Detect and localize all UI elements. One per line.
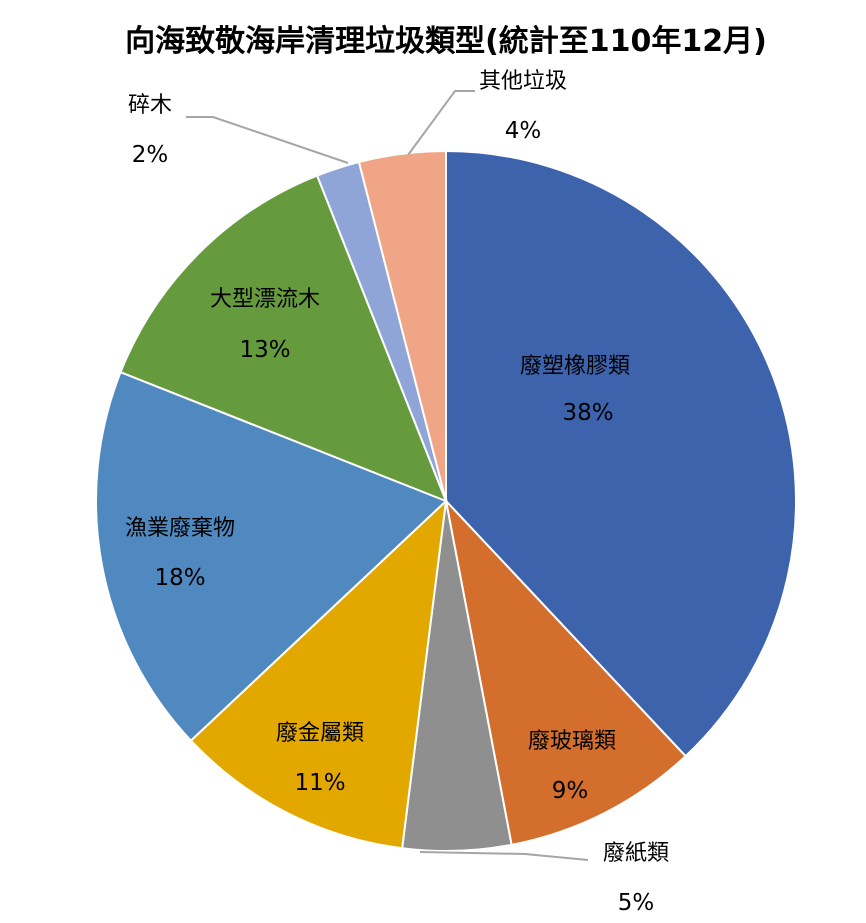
slice-label-7: 碎木 bbox=[128, 93, 172, 118]
slice-percent-6: 13% bbox=[239, 337, 290, 363]
slice-label-1: 廢塑橡膠類 bbox=[520, 354, 630, 379]
slice-label-4: 廢金屬類 bbox=[276, 721, 364, 746]
chart-title: 向海致敬海岸清理垃圾類型(統計至110年12月) bbox=[125, 24, 767, 59]
slice-percent-2: 9% bbox=[552, 778, 589, 804]
pie-slice-1 bbox=[445, 149, 797, 758]
slice-label-6: 大型漂流木 bbox=[210, 287, 320, 312]
slice-label-8: 其他垃圾 bbox=[479, 69, 567, 94]
slice-percent-3: 5% bbox=[618, 890, 655, 916]
pie-slice-2 bbox=[444, 497, 688, 846]
leader-lines bbox=[186, 90, 589, 861]
pie-slice-6 bbox=[119, 174, 448, 503]
slice-labels: 廢塑橡膠類 38% 廢玻璃類 9% 廢紙類 5% 廢金屬類 11% 漁業廢棄物 18% 大型漂流木 1… bbox=[125, 69, 669, 916]
pie-slice-4 bbox=[189, 498, 448, 850]
slice-percent-8: 4% bbox=[505, 118, 542, 144]
pie-slice-5 bbox=[95, 370, 448, 743]
leader-line-3 bbox=[419, 851, 589, 861]
leader-line-8 bbox=[407, 90, 475, 156]
slice-percent-4: 11% bbox=[294, 770, 345, 796]
slice-percent-1: 38% bbox=[562, 400, 613, 426]
leader-line-7 bbox=[186, 116, 349, 164]
slice-percent-5: 18% bbox=[154, 565, 205, 591]
slices-layer bbox=[95, 149, 797, 852]
slice-label-3: 廢紙類 bbox=[603, 841, 669, 866]
slice-label-2: 廢玻璃類 bbox=[528, 729, 616, 754]
pie-slice-8 bbox=[357, 149, 447, 502]
slice-label-5: 漁業廢棄物 bbox=[125, 516, 235, 541]
slice-percent-7: 2% bbox=[132, 142, 169, 168]
